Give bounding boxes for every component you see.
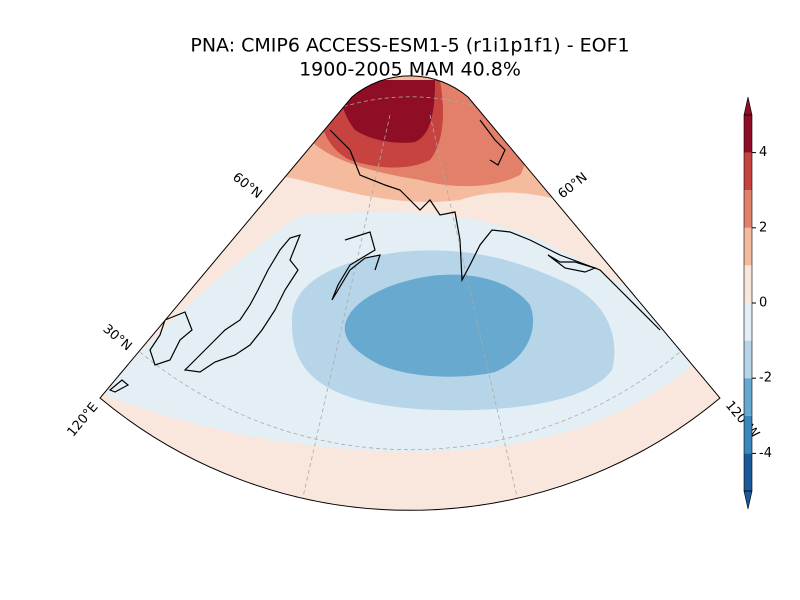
contour-fill (344, 274, 534, 377)
coastline (108, 379, 130, 393)
colorbar-bin (744, 265, 752, 303)
colorbar-tick-label: 0 (759, 296, 767, 311)
colorbar-bin (744, 453, 752, 491)
contour-fill (340, 80, 435, 143)
coastline (183, 234, 302, 373)
lon-label: 120°W (722, 398, 762, 442)
colorbar-tick-label: -4 (759, 446, 772, 461)
graticule (139, 351, 681, 450)
title: PNA: CMIP6 ACCESS-ESM1-5 (r1i1p1f1) - EO… (190, 35, 629, 57)
colorbar-bin (744, 115, 752, 153)
lat-label: 60°N (555, 170, 590, 202)
colorbar-bin (744, 227, 752, 266)
colorbar-extend (743, 96, 753, 116)
coastline (329, 129, 661, 331)
coastline (331, 231, 381, 301)
colorbar-bin (744, 340, 752, 379)
colorbar-bin (744, 303, 752, 341)
colorbar: -4 -2 0 2 4 (743, 96, 772, 510)
coastline (479, 119, 506, 166)
lon-label: 120°E (65, 400, 102, 440)
graticule (429, 114, 521, 511)
subtitle: 1900-2005 MAM 40.8% (299, 59, 521, 81)
graticule (299, 114, 391, 511)
colorbar-tick-label: 4 (759, 145, 767, 160)
colorbar-tick-label: 2 (759, 220, 767, 235)
colorbar-extend (743, 490, 753, 510)
lat-label: 60°N (229, 170, 264, 202)
colorbar-bin (744, 190, 752, 228)
colorbar-bin (744, 415, 752, 454)
colorbar-tick-label: -2 (759, 371, 772, 386)
lat-label: 30°N (100, 322, 135, 355)
coastline (149, 311, 193, 366)
colorbar-bin (744, 152, 752, 191)
coastline (547, 254, 597, 273)
map-frame (99, 75, 721, 511)
colorbar-bin (744, 378, 752, 416)
